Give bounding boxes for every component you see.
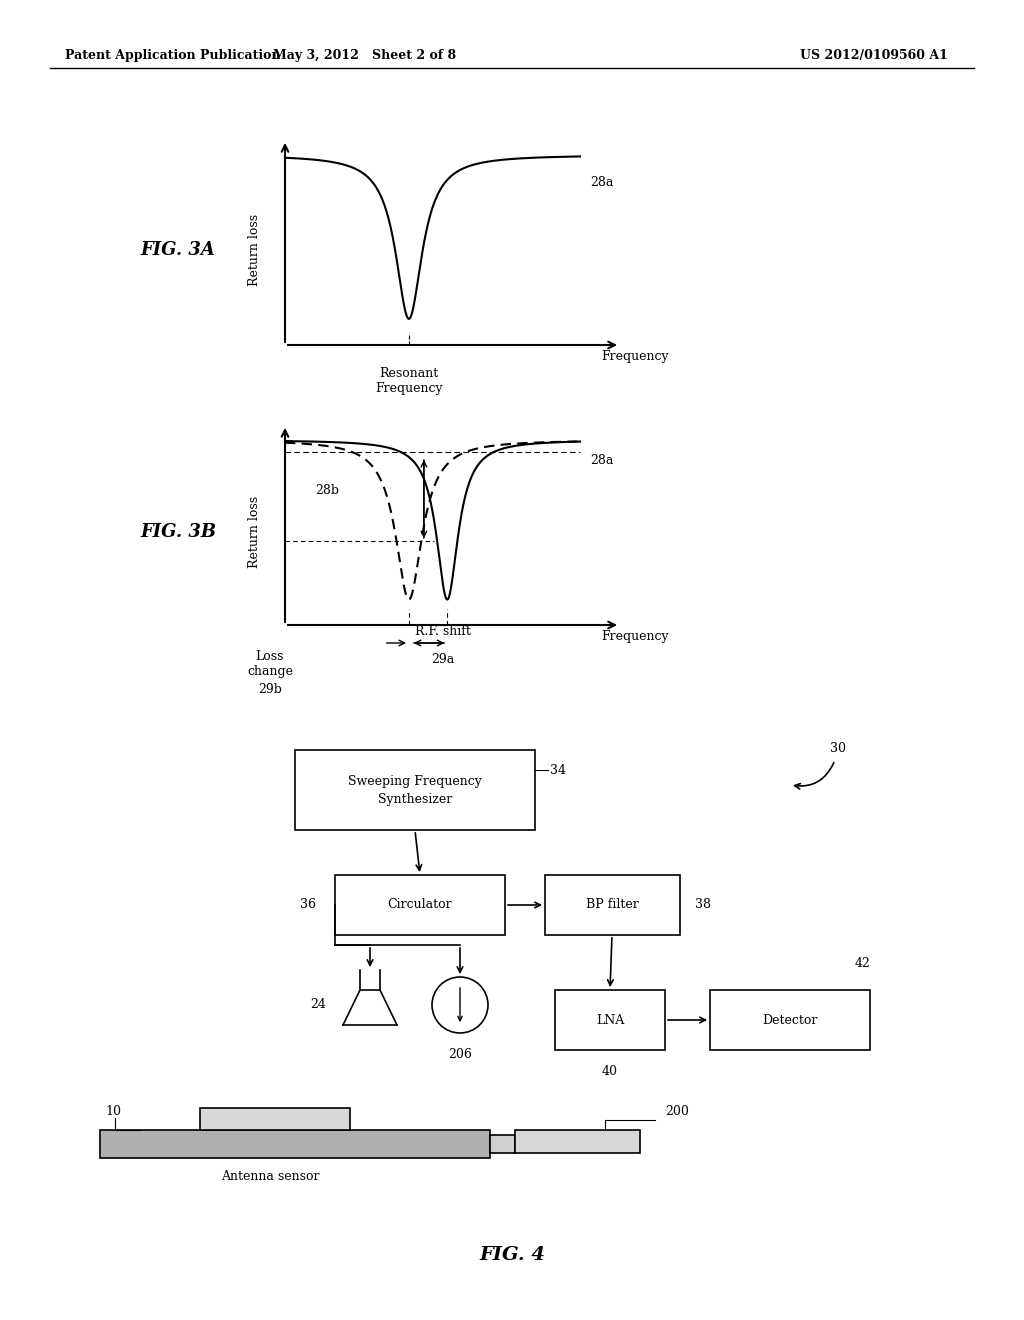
Text: 28a: 28a	[590, 454, 613, 466]
Text: 10: 10	[105, 1105, 121, 1118]
Text: 29a: 29a	[431, 653, 455, 667]
Text: Patent Application Publication: Patent Application Publication	[65, 49, 281, 62]
Text: 24: 24	[310, 998, 326, 1011]
Bar	[555, 990, 665, 1049]
Text: R.F. shift: R.F. shift	[415, 624, 471, 638]
Bar	[200, 1107, 350, 1130]
Text: change: change	[247, 665, 293, 678]
Text: Return loss: Return loss	[249, 214, 261, 286]
Text: FIG. 3B: FIG. 3B	[140, 523, 216, 541]
Text: 29b: 29b	[258, 682, 282, 696]
Text: FIG. 3A: FIG. 3A	[140, 242, 215, 259]
Text: Sweeping Frequency: Sweeping Frequency	[348, 776, 482, 788]
Bar	[710, 990, 870, 1049]
Text: Resonant: Resonant	[379, 367, 438, 380]
Circle shape	[432, 977, 488, 1034]
Text: Loss: Loss	[256, 649, 285, 663]
Text: Return loss: Return loss	[249, 496, 261, 568]
Text: US 2012/0109560 A1: US 2012/0109560 A1	[800, 49, 948, 62]
Text: Antenna sensor: Antenna sensor	[221, 1170, 319, 1183]
Text: 40: 40	[602, 1065, 618, 1078]
Text: LNA: LNA	[596, 1014, 624, 1027]
Text: 38: 38	[695, 899, 711, 912]
Text: Detector: Detector	[762, 1014, 818, 1027]
Text: 30: 30	[830, 742, 846, 755]
Text: 28a: 28a	[590, 177, 613, 190]
Text: 200: 200	[665, 1105, 689, 1118]
Text: May 3, 2012   Sheet 2 of 8: May 3, 2012 Sheet 2 of 8	[273, 49, 457, 62]
Text: 34: 34	[550, 763, 566, 776]
Bar	[490, 1135, 515, 1152]
Text: FIG. 4: FIG. 4	[479, 1246, 545, 1265]
Bar	[335, 875, 505, 935]
Text: 206: 206	[449, 1048, 472, 1061]
Text: 28b: 28b	[315, 483, 339, 496]
Text: Synthesizer: Synthesizer	[378, 793, 453, 807]
Bar	[515, 1130, 640, 1152]
Text: BP filter: BP filter	[586, 899, 638, 912]
Text: Frequency: Frequency	[375, 381, 442, 395]
Text: Frequency: Frequency	[601, 350, 669, 363]
Bar	[295, 750, 535, 830]
Text: Frequency: Frequency	[601, 630, 669, 643]
Bar	[545, 875, 680, 935]
Bar	[100, 1130, 490, 1158]
Text: 42: 42	[855, 957, 870, 970]
Text: Circulator: Circulator	[388, 899, 453, 912]
Text: 36: 36	[300, 899, 316, 912]
